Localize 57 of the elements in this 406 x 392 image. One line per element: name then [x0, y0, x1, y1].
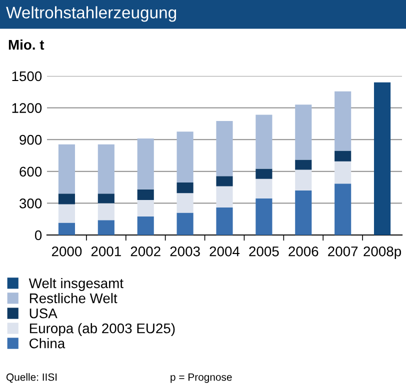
bar: [334, 161, 352, 184]
bar: [334, 91, 352, 151]
x-tick-label: 2002: [130, 246, 160, 256]
chart-title: Weltrohstahlerzeugung: [6, 6, 176, 22]
x-tick-label: 2004: [210, 246, 240, 256]
bar: [176, 212, 194, 235]
bar: [216, 207, 233, 235]
bar: [295, 160, 312, 170]
legend-label: China: [30, 338, 66, 348]
x-tick-label: 2008p: [364, 246, 402, 260]
legend-label: Restliche Welt: [30, 293, 118, 304]
bar: [98, 144, 114, 194]
y-tick-label: 600: [20, 166, 42, 177]
bar: [98, 203, 114, 220]
bar: [374, 82, 391, 235]
x-tick-label: 2001: [91, 246, 121, 256]
bar: [256, 114, 272, 169]
bar: [58, 194, 76, 204]
bar: [58, 222, 76, 235]
bar: [334, 184, 352, 235]
x-tick-label: 2000: [52, 246, 82, 256]
bar: [137, 138, 154, 190]
bar: [58, 144, 76, 194]
bar: [216, 176, 233, 186]
bar: [256, 178, 272, 198]
bar: [256, 168, 272, 179]
bar: [98, 194, 114, 204]
x-tick-label: 2006: [288, 246, 318, 256]
legend-label: USA: [30, 308, 58, 318]
y-tick-label: 1200: [12, 103, 42, 113]
bar: [58, 204, 76, 223]
y-axis-title: Mio. t: [8, 40, 44, 50]
bar: [98, 220, 114, 235]
bar: [256, 198, 272, 235]
y-tick-label: 900: [20, 134, 42, 145]
y-tick-label: 300: [20, 198, 42, 208]
legend-label: Welt insgesamt: [28, 278, 124, 291]
bar: [176, 132, 194, 183]
bar: [176, 182, 194, 194]
x-tick-label: 2003: [170, 246, 200, 256]
bar: [176, 193, 194, 213]
x-tick-label: 2005: [249, 246, 279, 256]
y-tick-label: 0: [34, 230, 42, 240]
source-note: Quelle: IISI: [6, 373, 57, 383]
bar: [334, 150, 352, 162]
legend-label: Europa (ab 2003 EU25): [30, 323, 175, 336]
bar: [137, 216, 154, 235]
bar: [137, 189, 154, 200]
y-tick-label: 1500: [12, 71, 42, 82]
bar: [295, 170, 312, 190]
bar: [216, 121, 233, 176]
bar: [216, 186, 233, 208]
bar: [137, 200, 154, 216]
text: p = Prognose: [170, 374, 232, 383]
x-tick-label: 2007: [328, 246, 358, 256]
bar: [295, 104, 312, 160]
bar: [295, 190, 312, 235]
